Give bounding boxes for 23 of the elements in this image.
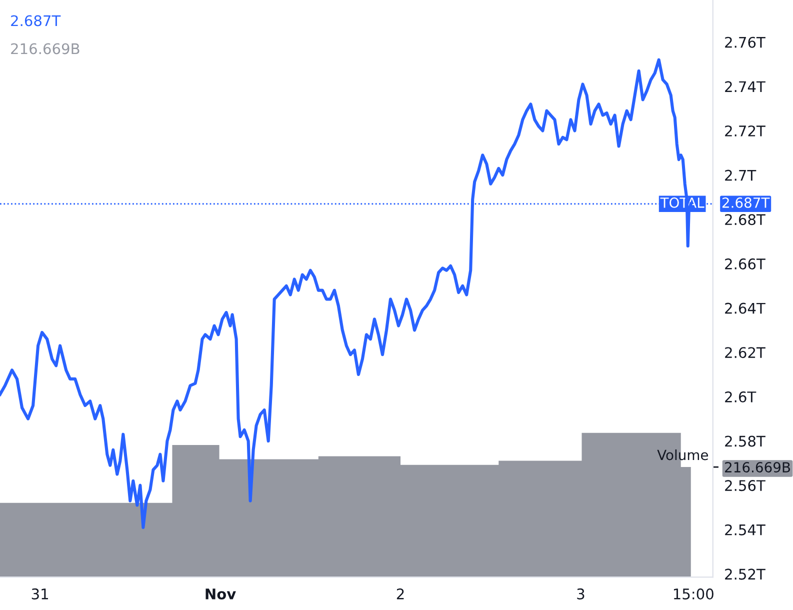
x-tick-label: 31 — [32, 588, 48, 600]
ref-line-label: 2.687T — [722, 197, 770, 208]
x-tick-label: 15:00 — [674, 588, 714, 600]
y2-tick-label: 216.669B — [725, 462, 790, 473]
series-label: Volume — [657, 449, 708, 460]
y-tick-label: 2.68T — [725, 214, 766, 226]
y-tick-label: 2.72T — [725, 125, 766, 136]
y-tick-label: 2.62T — [725, 347, 766, 358]
y-tick-label: 2.6T — [725, 391, 756, 402]
annotation: 216.669B — [11, 43, 80, 54]
y-tick-label: 2.76T — [725, 36, 766, 48]
y-tick-label: 2.56T — [725, 480, 766, 492]
x-tick-label: 2 — [396, 588, 404, 600]
y-tick-label: 2.52T — [725, 568, 766, 580]
x-tick-label: Nov — [206, 588, 236, 600]
y-tick-label: 2.74T — [725, 81, 766, 92]
y-tick-label: 2.7T — [725, 170, 756, 181]
y-tick-label: 2.66T — [725, 258, 766, 270]
y-tick-label: 2.58T — [725, 436, 766, 447]
y-tick-label: 2.54T — [725, 524, 766, 536]
annotation: 2.687T — [11, 15, 61, 26]
y-tick-label: 2.64T — [725, 302, 766, 314]
x-tick-label: 3 — [577, 588, 584, 600]
